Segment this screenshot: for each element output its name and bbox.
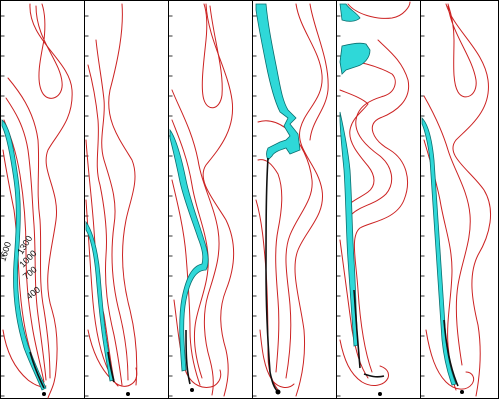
panel-5-contour-c bbox=[339, 239, 369, 379]
panel-4-reaction-zone bbox=[265, 157, 279, 393]
panel-2 bbox=[84, 0, 169, 399]
panel-1-contour-loop bbox=[35, 3, 63, 99]
panel-1-contour-inner1 bbox=[3, 119, 45, 383]
panel-1: 1600 1300 1000 700 400 bbox=[0, 0, 85, 399]
panel-1-frame bbox=[0, 0, 85, 399]
panel-6-contour-a bbox=[423, 95, 471, 366]
panel-5-ticks bbox=[336, 15, 341, 397]
panel-2-ticks bbox=[84, 15, 89, 397]
panel-5-contour-outer bbox=[353, 39, 410, 373]
panel-2-nozzle-dot bbox=[126, 392, 130, 396]
panel-5 bbox=[336, 0, 421, 399]
panel-5-flame-sheet-side bbox=[339, 111, 359, 347]
panel-5-base-stroke bbox=[363, 373, 385, 378]
panel-2-contour-outer bbox=[108, 3, 138, 386]
panel-3-reaction-zone bbox=[185, 329, 191, 385]
panel-3-flame-sheet bbox=[169, 128, 209, 372]
panel-5-contour-a bbox=[345, 59, 396, 215]
panel-4-nozzle-dot bbox=[275, 389, 281, 395]
panel-5-nozzle-dot bbox=[378, 392, 382, 396]
panel-1-nozzle-dot bbox=[42, 392, 46, 396]
panel-3-contour-base bbox=[173, 299, 222, 388]
panel-2-contour-a bbox=[95, 39, 129, 381]
panel-2-contour-base bbox=[87, 329, 138, 387]
panel-5-contour-base bbox=[339, 339, 389, 386]
panel-4-contour-c bbox=[257, 159, 283, 373]
panel-3-contour-loop bbox=[201, 3, 223, 109]
panel-6-reaction-zone bbox=[443, 319, 459, 387]
panel-3-contour-outer bbox=[202, 3, 235, 397]
panel-2-contour-b bbox=[87, 64, 123, 386]
panel-2-flame-sheet bbox=[85, 220, 115, 382]
panel-5-reaction-zone bbox=[353, 289, 361, 369]
panel-4 bbox=[252, 0, 337, 399]
panel-2-reaction-zone bbox=[107, 351, 115, 383]
panel-5-flame-sheet-lower bbox=[339, 3, 361, 22]
panel-5-contour-top bbox=[347, 1, 411, 19]
panel-6-contour-loop bbox=[447, 3, 477, 98]
panel-4-flame-sheet bbox=[255, 3, 301, 161]
panel-5-flame-sheet bbox=[339, 42, 371, 75]
panel-1-flame-sheet bbox=[1, 119, 47, 391]
panel-5-contour-b bbox=[339, 89, 375, 209]
panel-2-frame bbox=[84, 0, 169, 399]
panel-6-frame bbox=[420, 0, 499, 399]
panel-6-nozzle-dot bbox=[460, 390, 464, 394]
panel-6 bbox=[420, 0, 499, 399]
panel-6-contour-outer bbox=[445, 3, 491, 397]
panel-3-contour-a bbox=[171, 89, 220, 396]
panel-1-ticks bbox=[0, 15, 5, 397]
panel-4-contour-outer bbox=[294, 3, 323, 397]
panel-3-nozzle-dot bbox=[190, 388, 194, 392]
panel-1-contour-outer bbox=[29, 3, 73, 399]
panel-6-contour-base bbox=[425, 329, 475, 390]
panel-1-contour-mid2 bbox=[5, 97, 47, 381]
panel-1-reaction-zone bbox=[29, 351, 45, 389]
panel-6-flame-sheet bbox=[421, 117, 457, 386]
panel-4-ticks bbox=[252, 15, 257, 397]
panel-4-contour-a bbox=[309, 3, 329, 141]
panel-1-contour-mid1 bbox=[7, 77, 51, 379]
panel-3 bbox=[168, 0, 253, 399]
